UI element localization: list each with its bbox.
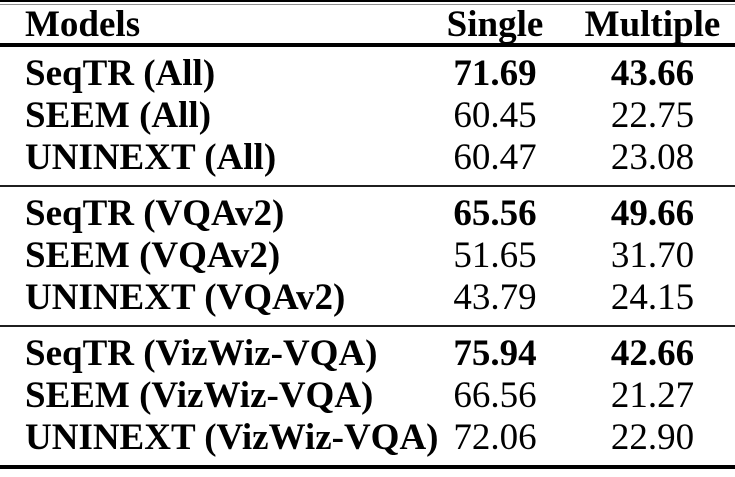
row-uninext-vqav2: UNINEXT (VQAv2) 43.79 24.15 — [0, 277, 735, 319]
model-name: SEEM (VQAv2) — [25, 235, 281, 276]
row-seqtr-all: SeqTR (All) 71.69 43.66 — [0, 53, 735, 95]
single-value: 60.47 — [453, 137, 537, 178]
column-header-models: Models — [25, 4, 141, 45]
header-divider-rule — [0, 43, 735, 47]
row-uninext-vizwiz: UNINEXT (VizWiz-VQA) 72.06 22.90 — [0, 417, 735, 459]
section-divider-rule — [0, 325, 735, 327]
model-name: UNINEXT (All) — [25, 137, 277, 178]
table-header-row: Models Single Multiple — [0, 5, 735, 43]
multiple-value: 22.90 — [610, 417, 695, 458]
multiple-value: 31.70 — [610, 235, 695, 276]
multiple-value: 42.66 — [610, 333, 695, 374]
single-value: 66.56 — [453, 375, 537, 416]
row-seem-vqav2: SEEM (VQAv2) 51.65 31.70 — [0, 235, 735, 277]
row-seem-all: SEEM (All) 60.45 22.75 — [0, 95, 735, 137]
table-top-rule — [0, 0, 735, 2]
multiple-value: 43.66 — [610, 53, 695, 94]
column-header-single: Single — [446, 4, 544, 45]
model-name: SeqTR (VQAv2) — [25, 193, 285, 234]
section-vqav2: SeqTR (VQAv2) 65.56 49.66 SEEM (VQAv2) 5… — [0, 187, 735, 325]
model-name: UNINEXT (VizWiz-VQA) — [25, 417, 439, 458]
model-name: SeqTR (VizWiz-VQA) — [25, 333, 378, 374]
single-value: 43.79 — [453, 277, 537, 318]
model-name: UNINEXT (VQAv2) — [25, 277, 346, 318]
multiple-value: 49.66 — [610, 193, 695, 234]
section-all: SeqTR (All) 71.69 43.66 SEEM (All) 60.45… — [0, 47, 735, 185]
column-header-multiple: Multiple — [584, 4, 721, 45]
table-bottom-rule — [0, 465, 735, 469]
single-value: 65.56 — [453, 193, 537, 234]
row-seem-vizwiz: SEEM (VizWiz-VQA) 66.56 21.27 — [0, 375, 735, 417]
single-value: 75.94 — [453, 333, 537, 374]
row-seqtr-vqav2: SeqTR (VQAv2) 65.56 49.66 — [0, 193, 735, 235]
single-value: 51.65 — [453, 235, 537, 276]
table-top-rule-secondary — [0, 4, 735, 5]
single-value: 72.06 — [453, 417, 537, 458]
multiple-value: 21.27 — [610, 375, 695, 416]
single-value: 60.45 — [453, 95, 537, 136]
section-vizwiz-vqa: SeqTR (VizWiz-VQA) 75.94 42.66 SEEM (Viz… — [0, 327, 735, 465]
model-name: SEEM (All) — [25, 95, 212, 136]
model-name: SEEM (VizWiz-VQA) — [25, 375, 374, 416]
model-name: SeqTR (All) — [25, 53, 216, 94]
section-divider-rule — [0, 185, 735, 187]
row-uninext-all: UNINEXT (All) 60.47 23.08 — [0, 137, 735, 179]
row-seqtr-vizwiz: SeqTR (VizWiz-VQA) 75.94 42.66 — [0, 333, 735, 375]
multiple-value: 23.08 — [610, 137, 695, 178]
single-value: 71.69 — [453, 53, 537, 94]
multiple-value: 22.75 — [610, 95, 695, 136]
table-top-rule-gap — [0, 2, 735, 4]
multiple-value: 24.15 — [610, 277, 695, 318]
